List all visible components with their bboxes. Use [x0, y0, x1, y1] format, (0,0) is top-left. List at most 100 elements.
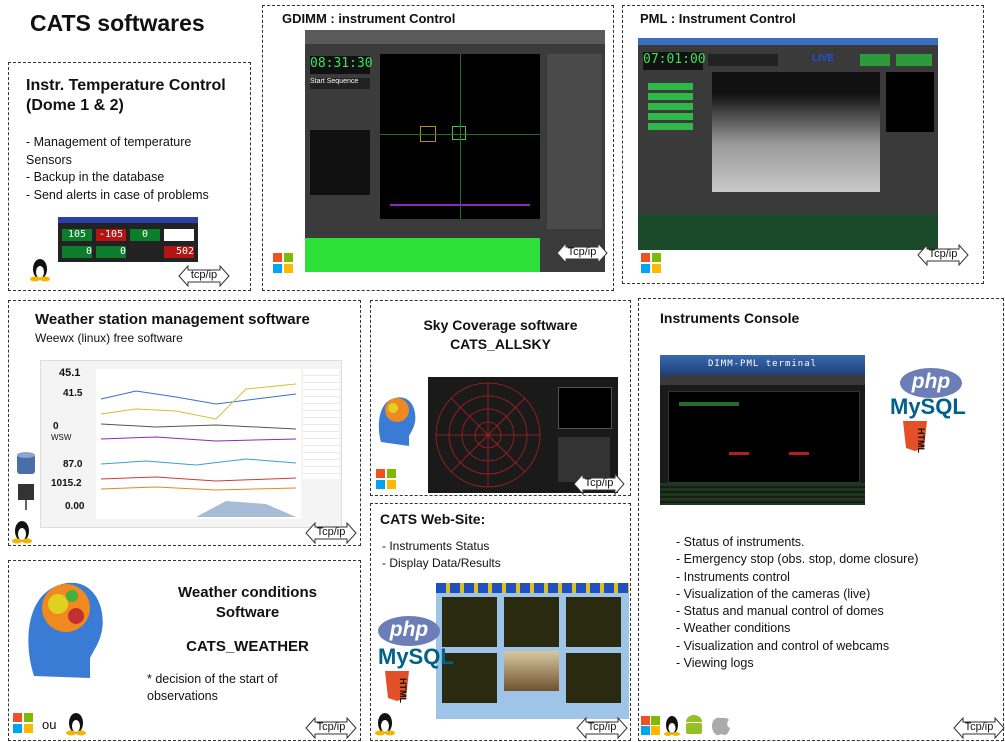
title-line: Software [215, 604, 280, 621]
double-arrow [305, 522, 357, 544]
legend [303, 369, 339, 479]
panel-title: CATS Web-Site: [380, 511, 486, 527]
log-table [305, 238, 540, 272]
title-bar [58, 217, 198, 223]
item: - Visualization of the cameras (live) [676, 586, 871, 601]
reading: 0.00 [65, 501, 85, 512]
camera-view [380, 54, 540, 219]
small-view [886, 72, 934, 132]
title-line: CATS_ALLSKY [450, 336, 551, 352]
reading: 87.0 [63, 459, 83, 470]
platform-icons [641, 715, 730, 736]
double-arrow [556, 242, 608, 264]
bar [390, 204, 530, 206]
terminal-area [668, 391, 860, 483]
double-arrow [576, 717, 628, 739]
log-table [660, 483, 865, 505]
menu-bar [305, 30, 605, 44]
tcp-label: Tcp/ip [316, 526, 346, 538]
title-line: Sky Coverage software [423, 317, 578, 333]
polar-grid [435, 382, 541, 488]
brain-head-icon [378, 397, 416, 446]
plot-panel [442, 653, 497, 703]
tcp-label: Tcp/ip [567, 246, 597, 258]
item: - Display Data/Results [382, 556, 501, 570]
screenshot-website [436, 583, 629, 719]
tcp-label: Tcp/ip [964, 721, 994, 733]
reading: 502 [164, 246, 194, 258]
live-label: LIVE [812, 53, 835, 64]
panel-subtitle: Weewx (linux) free software [35, 331, 183, 345]
sensor-icon [18, 484, 34, 510]
reading: 45.1 [59, 367, 81, 379]
button [708, 54, 778, 66]
plots [96, 369, 301, 519]
button-stack [648, 83, 693, 133]
panel-website [370, 503, 631, 741]
page-title: CATS softwares [30, 10, 205, 36]
panel-allsky [370, 300, 631, 496]
tcp-link: Tcp/ip [953, 717, 1005, 739]
panel-gdimm [262, 5, 614, 291]
side-panel [547, 54, 602, 229]
clock: 08:31:30 [310, 56, 373, 74]
html-logo: HTML [398, 678, 408, 703]
php-mysql-html-logo: php MySQL HTML [886, 368, 996, 458]
tcp-label: tcp/ip [190, 269, 218, 281]
reading: 0 [62, 246, 92, 258]
spot [452, 126, 466, 140]
panel-console [638, 298, 1004, 741]
plot-panel [504, 597, 559, 647]
reading: 0 [130, 229, 160, 241]
clock: 07:01:00 [643, 52, 706, 70]
title-bar [660, 355, 865, 375]
screenshot-pml: 07:01:00 LIVE [638, 38, 938, 250]
plot-panel [566, 597, 621, 647]
reading: 0 [53, 421, 59, 432]
linux-icon [66, 713, 86, 736]
panel-weather-conditions [8, 560, 361, 741]
item: - Backup in the database [26, 170, 165, 184]
windows-icon [273, 253, 293, 273]
php-logo: php [900, 368, 962, 398]
screenshot-weewx: 45.1 41.5 0 WSW 87.0 1015.2 0.00 [40, 360, 342, 528]
double-arrow [178, 265, 230, 287]
panel-title: Sky Coverage software CATS_ALLSKY [370, 316, 631, 354]
tcp-label: Tcp/ip [584, 477, 614, 489]
double-arrow [305, 717, 357, 739]
banner [436, 583, 629, 593]
item: - Emergency stop (obs. stop, dome closur… [676, 552, 919, 567]
software-name: CATS_WEATHER [186, 638, 309, 655]
small-view [558, 387, 612, 429]
item: - Status and manual control of domes [676, 604, 884, 619]
linux-icon [12, 521, 32, 544]
tcp-label: Tcp/ip [316, 721, 346, 733]
panel-title: Weather conditions Software [140, 583, 355, 623]
screenshot-allsky [428, 377, 618, 493]
tcp-link: tcp/ip [178, 265, 230, 287]
crosshair [460, 54, 461, 219]
html-shield [385, 671, 409, 701]
php-mysql-html-logo: php MySQL HTML [378, 616, 470, 716]
screenshot-gdimm: 08:31:30 Start Sequence [305, 30, 605, 272]
moon-view [712, 72, 880, 192]
cell [164, 229, 194, 241]
panel-title: Instr. Temperature Control (Dome 1 & 2) [26, 76, 226, 116]
tcp-link: Tcp/ip [573, 473, 625, 495]
panel-temperature [8, 62, 251, 291]
item: - Viewing logs [676, 656, 754, 671]
plot-panel [566, 653, 621, 703]
text-line [789, 452, 809, 455]
item: - Status of instruments. [676, 535, 805, 549]
item: - Instruments Status [382, 539, 490, 553]
or-label: ou [42, 717, 57, 732]
server-icon [17, 452, 35, 474]
panel-weather-station [8, 300, 361, 546]
item-list: - Instruments Status - Display Data/Resu… [382, 538, 501, 572]
tcp-link: Tcp/ip [917, 244, 969, 266]
reading: 105 [62, 229, 92, 241]
plot-panel [442, 597, 497, 647]
panel-title: PML : Instrument Control [640, 11, 796, 26]
item-list: - Status of instruments. - Emergency sto… [676, 534, 918, 672]
